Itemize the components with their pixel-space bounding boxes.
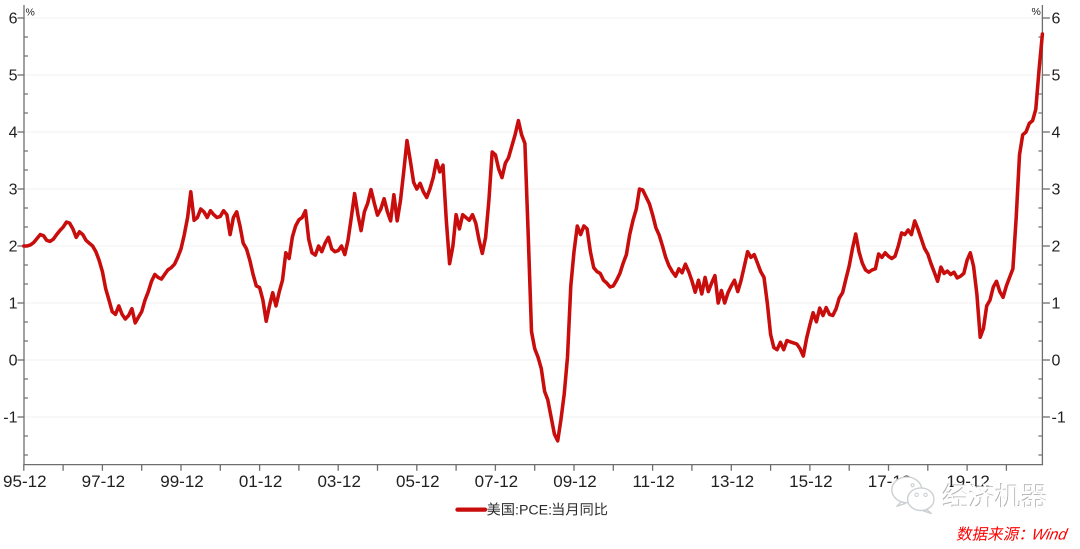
svg-text::PCE:: :PCE: (515, 502, 552, 518)
svg-text:6: 6 (9, 11, 18, 28)
svg-text:07-12: 07-12 (475, 472, 518, 491)
svg-text:99-12: 99-12 (160, 472, 203, 491)
svg-text:4: 4 (9, 125, 18, 142)
svg-text:03-12: 03-12 (317, 472, 360, 491)
svg-text:15-12: 15-12 (789, 472, 832, 491)
svg-text:13-12: 13-12 (711, 472, 754, 491)
svg-text:95-12: 95-12 (3, 472, 46, 491)
svg-text:0: 0 (1052, 353, 1061, 370)
svg-text:1: 1 (9, 296, 18, 313)
svg-text:-1: -1 (3, 410, 17, 427)
svg-text:0: 0 (9, 353, 18, 370)
svg-text:05-12: 05-12 (396, 472, 439, 491)
svg-text:1: 1 (1052, 296, 1061, 313)
svg-text:97-12: 97-12 (82, 472, 125, 491)
svg-text:5: 5 (9, 68, 18, 85)
svg-text:6: 6 (1052, 11, 1061, 28)
svg-text:%: % (26, 6, 35, 18)
svg-text:3: 3 (9, 182, 18, 199)
svg-text:01-12: 01-12 (239, 472, 282, 491)
svg-text:3: 3 (1052, 182, 1061, 199)
svg-text:11-12: 11-12 (632, 472, 674, 491)
svg-text:5: 5 (1052, 68, 1061, 85)
svg-text:4: 4 (1052, 125, 1061, 142)
svg-text:09-12: 09-12 (553, 472, 596, 491)
svg-text:-1: -1 (1052, 410, 1066, 427)
svg-text:%: % (1031, 6, 1040, 18)
svg-text:2: 2 (9, 239, 18, 256)
svg-text:Wind: Wind (1030, 527, 1070, 544)
svg-text:2: 2 (1052, 239, 1061, 256)
